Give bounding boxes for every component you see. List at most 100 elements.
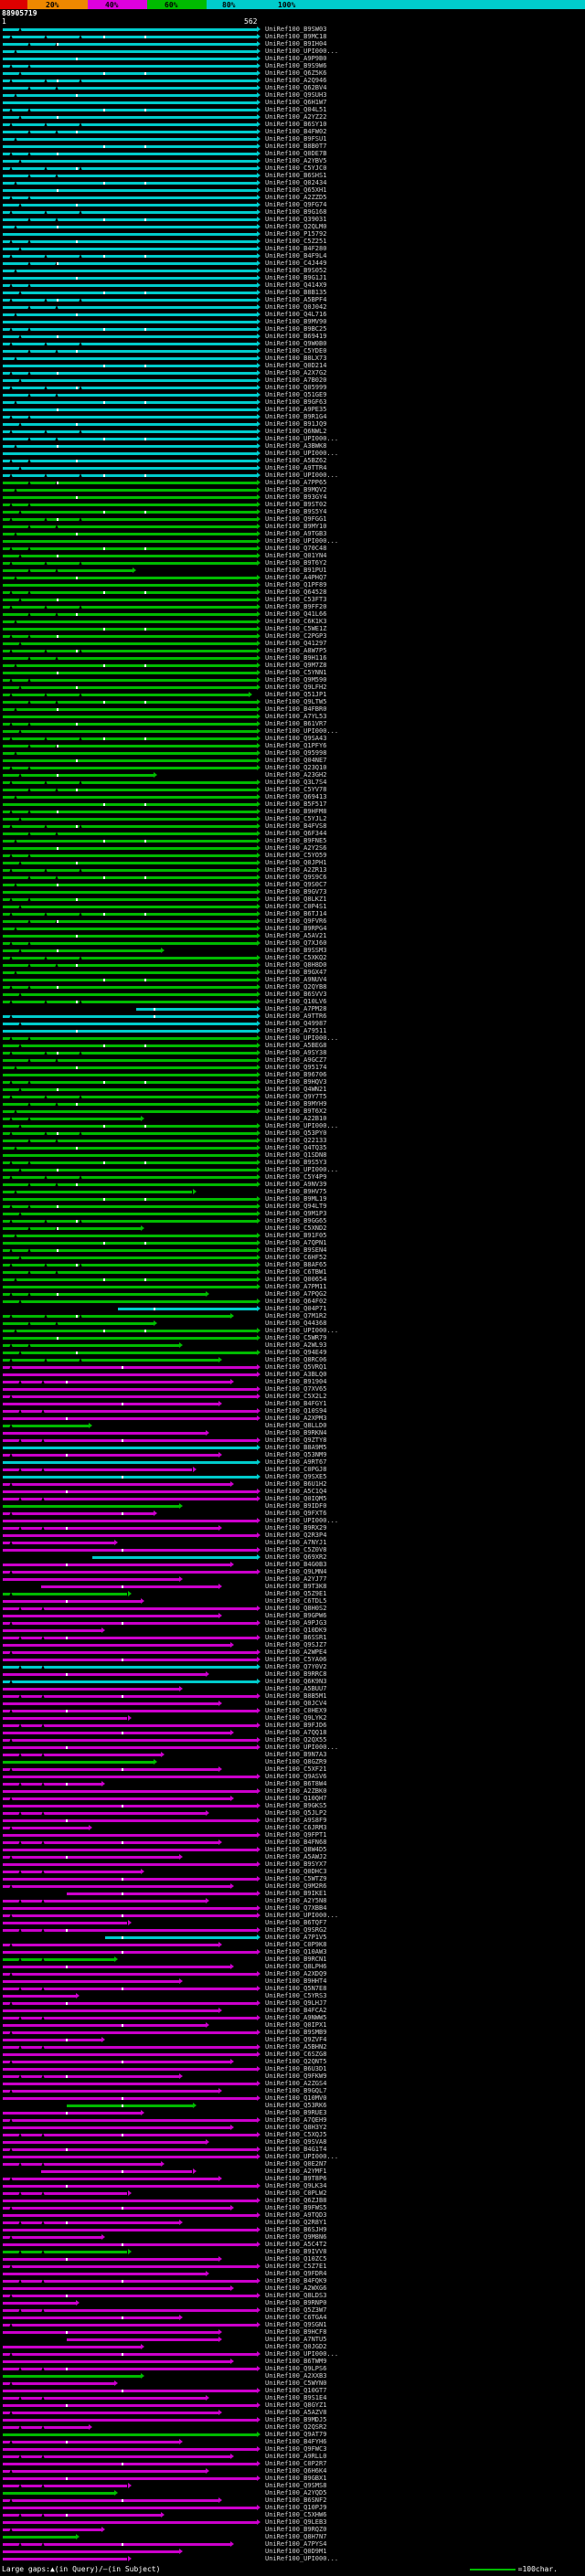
- hit-label[interactable]: UniRef100_C5WTZ9: [265, 1875, 327, 1882]
- hit-label[interactable]: UniRef100_C0PGJ8: [265, 1466, 327, 1473]
- hit-label[interactable]: UniRef100_A2YMF1: [265, 2168, 327, 2175]
- hit-label[interactable]: UniRef100_UPI000...: [265, 1166, 339, 1173]
- hit-label[interactable]: UniRef100_Q4WN21: [265, 1086, 327, 1093]
- hit-label[interactable]: UniRef100_A2YZ22: [265, 113, 327, 121]
- hit-label[interactable]: UniRef100_Q0D9M1: [265, 2548, 327, 2555]
- hit-label[interactable]: UniRef100_C5WYN0: [265, 2380, 327, 2387]
- hit-label[interactable]: UniRef100_A2WPE4: [265, 1648, 327, 1656]
- hit-label[interactable]: UniRef100_Q9FVR6: [265, 917, 327, 925]
- hit-label[interactable]: UniRef100_A2XPM3: [265, 1415, 327, 1422]
- hit-label[interactable]: UniRef100_Q8LLD0: [265, 1422, 327, 1429]
- hit-label[interactable]: UniRef100_Q41L66: [265, 610, 327, 618]
- hit-label[interactable]: UniRef100_B9RPG4: [265, 925, 327, 932]
- hit-label[interactable]: UniRef100_C5YV78: [265, 786, 327, 793]
- hit-label[interactable]: UniRef100_UPI000...: [265, 1912, 339, 1919]
- hit-label[interactable]: UniRef100_B9RUE3: [265, 2109, 327, 2116]
- hit-label[interactable]: UniRef100_Q4TQ35: [265, 1144, 327, 1151]
- hit-label[interactable]: UniRef100_B91F05: [265, 1232, 327, 1239]
- hit-label[interactable]: UniRef100_B6TJ14: [265, 910, 327, 917]
- hit-label[interactable]: UniRef100_Q94E49: [265, 1349, 327, 1356]
- hit-label[interactable]: UniRef100_A7NTU5: [265, 2336, 327, 2343]
- hit-label[interactable]: UniRef100_B4F9L4: [265, 252, 327, 260]
- hit-label[interactable]: UniRef100_A2YQD5: [265, 2489, 327, 2496]
- hit-label[interactable]: UniRef100_A9P9B0: [265, 55, 327, 62]
- hit-label[interactable]: UniRef100_A2YJ77: [265, 1575, 327, 1583]
- hit-label[interactable]: UniRef100_Q2R8Y1: [265, 2219, 327, 2226]
- hit-label[interactable]: UniRef100_Q5JLP2: [265, 1809, 327, 1817]
- hit-label[interactable]: UniRef100_Q53RK6: [265, 2102, 327, 2109]
- hit-label[interactable]: UniRef100_A5BPF4: [265, 296, 327, 303]
- hit-label[interactable]: UniRef100_Q1PF89: [265, 581, 327, 588]
- hit-label[interactable]: UniRef100_B9FNE5: [265, 837, 327, 844]
- hit-label[interactable]: UniRef100_B9S052: [265, 267, 327, 274]
- hit-label[interactable]: UniRef100_Q7XBB4: [265, 1904, 327, 1912]
- hit-label[interactable]: UniRef100_Q9SUH3: [265, 91, 327, 99]
- hit-label[interactable]: UniRef100_B9T3K8: [265, 1583, 327, 1590]
- hit-label[interactable]: UniRef100_A9PJG3: [265, 1619, 327, 1627]
- hit-label[interactable]: UniRef100_C5YO59: [265, 852, 327, 859]
- hit-label[interactable]: UniRef100_Q95174: [265, 1064, 327, 1071]
- hit-label[interactable]: UniRef100_Q8LDS3: [265, 2292, 327, 2299]
- hit-label[interactable]: UniRef100_C6TBW1: [265, 1268, 327, 1276]
- hit-label[interactable]: UniRef100_B9IKE1: [265, 1890, 327, 1897]
- hit-label[interactable]: UniRef100_A9TTR4: [265, 464, 327, 472]
- hit-label[interactable]: UniRef100_B9SW03: [265, 26, 327, 33]
- hit-label[interactable]: UniRef100_A7YL53: [265, 713, 327, 720]
- hit-label[interactable]: UniRef100_Q5Z9E1: [265, 1590, 327, 1597]
- hit-label[interactable]: UniRef100_Q9AT79: [265, 2431, 327, 2438]
- hit-label[interactable]: UniRef100_C6SZG8: [265, 2051, 327, 2058]
- hit-label[interactable]: UniRef100_B6SNF2: [265, 2496, 327, 2504]
- hit-label[interactable]: UniRef100_C5XHW6: [265, 2511, 327, 2518]
- hit-label[interactable]: UniRef100_Q8LPH6: [265, 1963, 327, 1970]
- hit-label[interactable]: UniRef100_B9GX47: [265, 969, 327, 976]
- hit-label[interactable]: UniRef100_A8W7P5: [265, 647, 327, 654]
- hit-label[interactable]: UniRef100_C6TGA4: [265, 2314, 327, 2321]
- hit-label[interactable]: UniRef100_B9FF20: [265, 603, 327, 610]
- hit-label[interactable]: UniRef100_B6SHS1: [265, 172, 327, 179]
- hit-label[interactable]: UniRef100_Q8H0S2: [265, 1605, 327, 1612]
- hit-label[interactable]: UniRef100_Q69413: [265, 793, 327, 800]
- hit-label[interactable]: UniRef100_C6K1K3: [265, 618, 327, 625]
- hit-label[interactable]: UniRef100_B4FGY1: [265, 1400, 327, 1407]
- hit-label[interactable]: UniRef100_B9IVV8: [265, 2248, 327, 2255]
- hit-label[interactable]: UniRef100_A2ZBK0: [265, 1787, 327, 1795]
- hit-label[interactable]: UniRef100_Q5VRQ1: [265, 1363, 327, 1371]
- hit-label[interactable]: UniRef100_Q2QSR2: [265, 2423, 327, 2431]
- hit-label[interactable]: UniRef100_A7QQ18: [265, 1729, 327, 1736]
- hit-label[interactable]: UniRef100_Q8RC06: [265, 1356, 327, 1363]
- hit-label[interactable]: UniRef100_Q94LT9: [265, 1203, 327, 1210]
- hit-label[interactable]: UniRef100_Q0JPH1: [265, 859, 327, 866]
- hit-label[interactable]: UniRef100_Q9M590: [265, 676, 327, 684]
- hit-label[interactable]: UniRef100_C5YRS3: [265, 1992, 327, 1999]
- hit-label[interactable]: UniRef100_A5BZ62: [265, 457, 327, 464]
- hit-label[interactable]: UniRef100_UPI000...: [265, 1327, 339, 1334]
- hit-label[interactable]: UniRef100_C5YJL2: [265, 815, 327, 822]
- hit-label[interactable]: UniRef100_B6T8W4: [265, 1780, 327, 1787]
- hit-label[interactable]: UniRef100_B91JQ9: [265, 420, 327, 428]
- hit-label[interactable]: UniRef100_B9FJD6: [265, 1722, 327, 1729]
- hit-label[interactable]: UniRef100_Q8H7N7: [265, 2533, 327, 2540]
- hit-label[interactable]: UniRef100_Q62BV4: [265, 84, 327, 91]
- hit-label[interactable]: UniRef100_C53FT3: [265, 596, 327, 603]
- hit-label[interactable]: UniRef100_B9GPW6: [265, 1612, 327, 1619]
- hit-label[interactable]: UniRef100_Q9S0C7: [265, 881, 327, 888]
- hit-label[interactable]: UniRef100_Q10ZC5: [265, 2255, 327, 2263]
- hit-label[interactable]: UniRef100_Q6NWL2: [265, 428, 327, 435]
- hit-label[interactable]: UniRef100_B9BC25: [265, 325, 327, 333]
- hit-label[interactable]: UniRef100_Q04NE7: [265, 757, 327, 764]
- hit-label[interactable]: UniRef100_A5BEG8: [265, 1042, 327, 1049]
- hit-label[interactable]: UniRef100_Q23Q10: [265, 764, 327, 771]
- hit-label[interactable]: UniRef100_C5X2L2: [265, 1393, 327, 1400]
- hit-label[interactable]: UniRef100_Q10AW3: [265, 1948, 327, 1956]
- hit-label[interactable]: UniRef100_Q6H1W7: [265, 99, 327, 106]
- hit-label[interactable]: UniRef100_Q8H3Y2: [265, 2124, 327, 2131]
- hit-label[interactable]: UniRef100_B6SJH9: [265, 2226, 327, 2233]
- hit-label[interactable]: UniRef100_Q9FKW9: [265, 2072, 327, 2080]
- hit-label[interactable]: UniRef100_UPI000...: [265, 1122, 339, 1129]
- hit-label[interactable]: UniRef100_Q0IQM5: [265, 1495, 327, 1502]
- hit-label[interactable]: UniRef100_Q64F02: [265, 1298, 327, 1305]
- hit-label[interactable]: UniRef100_Q9FPT1: [265, 1831, 327, 1839]
- hit-label[interactable]: UniRef100_A2XDQ9: [265, 1970, 327, 1977]
- hit-label[interactable]: UniRef100_Q8H8D0: [265, 961, 327, 969]
- hit-label[interactable]: UniRef100_B96706: [265, 1071, 327, 1078]
